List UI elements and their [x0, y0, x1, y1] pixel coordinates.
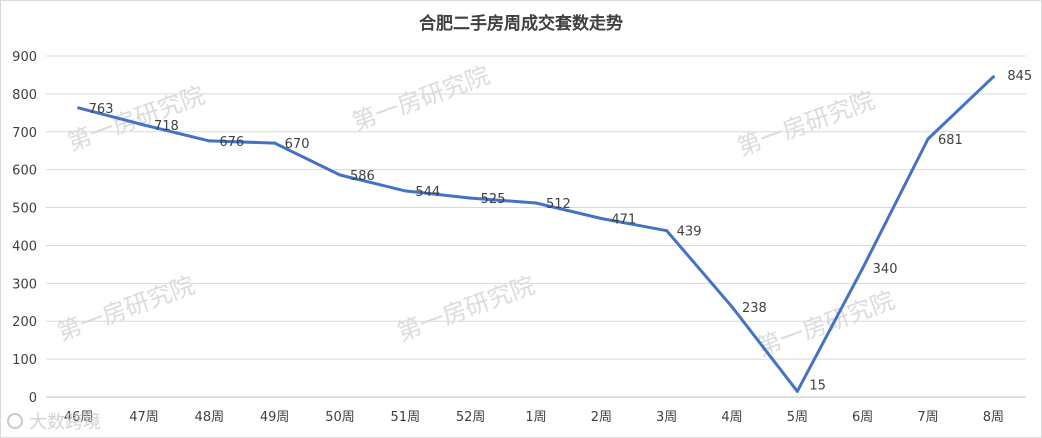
data-label: 238 — [742, 301, 767, 316]
data-label: 340 — [873, 262, 898, 277]
series-line — [77, 75, 995, 393]
x-tick-label: 52周 — [456, 410, 486, 425]
x-tick-label: 3周 — [656, 410, 677, 425]
data-point — [599, 217, 603, 221]
data-point — [861, 266, 865, 270]
label-layer: 763 718 676 670 586 544 525 512 471 439 238 15 340 68… — [89, 69, 1032, 393]
data-label: 681 — [938, 133, 963, 148]
data-point — [469, 196, 473, 200]
x-tick-label: 7周 — [917, 410, 938, 425]
watermark-text: 第一房研究院 — [733, 86, 878, 162]
x-tick-label: 1周 — [525, 410, 546, 425]
series-layer — [77, 75, 995, 393]
watermark-text: 第一房研究院 — [53, 271, 198, 347]
grid-layer — [46, 55, 1026, 398]
data-label: 763 — [89, 102, 114, 117]
data-label: 670 — [285, 137, 310, 152]
x-tick-label: 4周 — [721, 410, 742, 425]
data-point — [926, 137, 930, 141]
x-tick-label: 48周 — [195, 410, 225, 425]
y-tick-label: 500 — [12, 202, 37, 217]
data-point — [207, 139, 211, 143]
watermark-text: 第一房研究院 — [393, 271, 538, 347]
data-label: 845 — [1007, 69, 1032, 84]
y-tick-label: 900 — [12, 50, 37, 65]
x-tick-label: 50周 — [325, 410, 355, 425]
data-label: 586 — [350, 169, 375, 184]
data-point — [273, 141, 277, 145]
x-tick-label: 51周 — [391, 410, 421, 425]
x-tick-label: 49周 — [260, 410, 290, 425]
axis-layer: 0 100 200 300 400 500 600 700 800 900 46周 47周 48周 49周… — [12, 50, 1004, 425]
y-tick-label: 400 — [12, 239, 37, 254]
x-tick-label: 46周 — [64, 410, 94, 425]
y-tick-label: 300 — [12, 277, 37, 292]
data-label: 525 — [481, 192, 506, 207]
data-label: 512 — [546, 197, 571, 212]
y-tick-label: 700 — [12, 126, 37, 141]
watermark-text: 第一房研究院 — [63, 81, 208, 157]
y-tick-label: 100 — [12, 353, 37, 368]
x-tick-label: 6周 — [852, 410, 873, 425]
data-label: 15 — [809, 378, 826, 393]
data-label: 439 — [677, 225, 702, 240]
watermark-text: 第一房研究院 — [753, 286, 898, 362]
data-point — [142, 123, 146, 127]
data-label: 718 — [154, 119, 179, 134]
chart-title: 合肥二手房周成交套数走势 — [419, 13, 623, 34]
y-tick-label: 200 — [12, 315, 37, 330]
x-tick-label: 5周 — [787, 410, 808, 425]
y-tick-label: 800 — [12, 88, 37, 103]
data-label: 544 — [415, 185, 440, 200]
x-tick-label: 2周 — [591, 410, 612, 425]
data-point — [77, 106, 81, 110]
x-tick-label: 8周 — [983, 410, 1004, 425]
watermark-text: 第一房研究院 — [348, 61, 493, 137]
data-point — [991, 75, 995, 79]
data-point — [665, 229, 669, 233]
y-tick-label: 600 — [12, 164, 37, 179]
x-tick-label: 47周 — [129, 410, 159, 425]
data-label: 676 — [219, 135, 244, 150]
data-point — [730, 305, 734, 309]
corner-logo-icon — [7, 413, 23, 429]
data-point — [795, 389, 799, 393]
y-tick-label: 0 — [29, 391, 37, 406]
data-point — [403, 189, 407, 193]
data-point — [338, 173, 342, 177]
corner-watermark-logo: 大数跨境 — [7, 412, 101, 433]
data-label: 471 — [611, 213, 636, 228]
corner-watermark-text: 大数跨境 — [29, 412, 101, 433]
data-point — [534, 201, 538, 205]
